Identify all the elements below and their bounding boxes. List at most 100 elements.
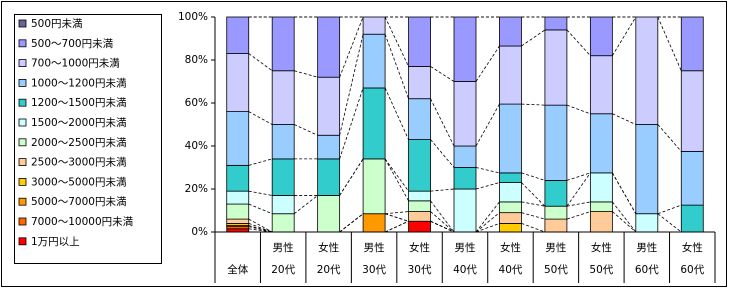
bar-segment: [635, 16, 659, 125]
x-tick-label: 男性: [636, 241, 657, 254]
legend-marker: [18, 59, 27, 67]
series-line: [657, 124, 682, 152]
bar-segment: [271, 70, 295, 125]
legend-marker: [18, 237, 27, 246]
series-line: [612, 172, 637, 214]
legend-marker: [18, 217, 27, 226]
x-tick-label: 女性: [409, 241, 430, 254]
legend-label: 1500～2000円未満: [31, 117, 127, 129]
bar-segment: [635, 213, 659, 233]
series-line: [521, 212, 546, 220]
bar-segment: [589, 16, 613, 57]
bar-segment: [226, 190, 250, 205]
bar-segment: [408, 220, 431, 233]
y-tick-label: 40%: [185, 140, 208, 152]
bar-segment: [226, 218, 250, 224]
bar-segment: [499, 201, 522, 214]
series-line: [430, 188, 455, 192]
bar-segment: [362, 16, 386, 35]
series-line: [248, 223, 273, 233]
series-line: [384, 158, 409, 192]
x-tick-label: 60代: [680, 264, 704, 276]
series-line: [339, 34, 364, 136]
x-tick-label: 50代: [544, 264, 568, 276]
y-tick-label: 0%: [191, 226, 208, 238]
bar-segment: [408, 66, 431, 100]
bar-segment: [680, 204, 704, 233]
series-line: [430, 98, 455, 147]
bar-segment: [271, 124, 295, 160]
legend-marker: [18, 177, 27, 186]
bar-segment: [226, 111, 250, 166]
x-tick-label: 20代: [271, 264, 295, 276]
bar-segment: [680, 70, 704, 152]
legend-marker: [18, 79, 27, 87]
bar-segment: [408, 211, 431, 222]
series-line: [248, 190, 273, 196]
series-line: [248, 228, 273, 233]
bar-segment: [362, 87, 386, 160]
legend-marker: [18, 19, 27, 28]
series-line: [384, 34, 409, 99]
series-line: [384, 213, 409, 222]
legend-label: 2500～3000円未満: [31, 157, 127, 169]
series-line: [566, 29, 591, 56]
bar-segment: [271, 16, 295, 72]
x-tick-label: 50代: [589, 264, 613, 276]
bar-segment: [589, 201, 613, 212]
bar-segment: [317, 16, 341, 78]
bar-segment: [453, 167, 477, 190]
bar-segment: [408, 98, 431, 140]
y-tick-label: 20%: [185, 183, 208, 195]
bar-segment: [317, 158, 341, 196]
bar-segment: [226, 53, 250, 112]
series-line: [384, 87, 409, 140]
bar-segment: [408, 190, 431, 202]
x-tick-label: 20代: [317, 264, 341, 276]
legend-label: 1万円以上: [31, 236, 80, 248]
y-tick-label: 80%: [185, 54, 208, 66]
x-tick-label: 30代: [408, 264, 432, 276]
bar-segment: [635, 124, 659, 215]
bar-segment: [544, 218, 568, 233]
bar-segment: [408, 16, 431, 67]
bar-segment: [226, 16, 250, 54]
legend-label: 1000～1200円未満: [31, 77, 127, 89]
bar-segment: [589, 113, 613, 174]
legend-marker: [18, 138, 27, 147]
legend-box: [14, 14, 162, 264]
x-tick-label: 男性: [273, 241, 294, 254]
series-line: [521, 172, 546, 181]
series-line: [430, 220, 455, 233]
series-line: [566, 104, 591, 115]
bar-segment: [453, 145, 477, 168]
bar-segment: [317, 195, 341, 233]
series-line: [385, 211, 409, 215]
series-line: [521, 201, 545, 207]
bar-segment: [544, 16, 568, 31]
x-tick-label: 60代: [635, 264, 659, 276]
series-line: [475, 182, 500, 190]
bar-segment: [499, 182, 522, 203]
x-tick-label: 男性: [364, 241, 385, 254]
bar-segment: [226, 164, 250, 192]
bar-segment: [317, 76, 341, 136]
bar-segment: [544, 29, 568, 106]
series-line: [612, 211, 637, 233]
x-tick-label: 女性: [500, 241, 521, 254]
legend-marker: [18, 197, 27, 206]
series-line: [521, 103, 545, 106]
bar-segment: [589, 211, 613, 233]
series-line: [521, 223, 546, 233]
bar-segment: [408, 139, 431, 192]
bar-segment: [544, 104, 568, 181]
series-line: [248, 218, 273, 233]
x-tick-label: 男性: [545, 241, 566, 254]
bar-segment: [362, 213, 386, 233]
series-line: [475, 223, 500, 233]
series-line: [430, 139, 455, 168]
bar-segment: [680, 150, 704, 206]
bar-segment: [499, 212, 522, 224]
x-tick-label: 女性: [591, 241, 612, 254]
